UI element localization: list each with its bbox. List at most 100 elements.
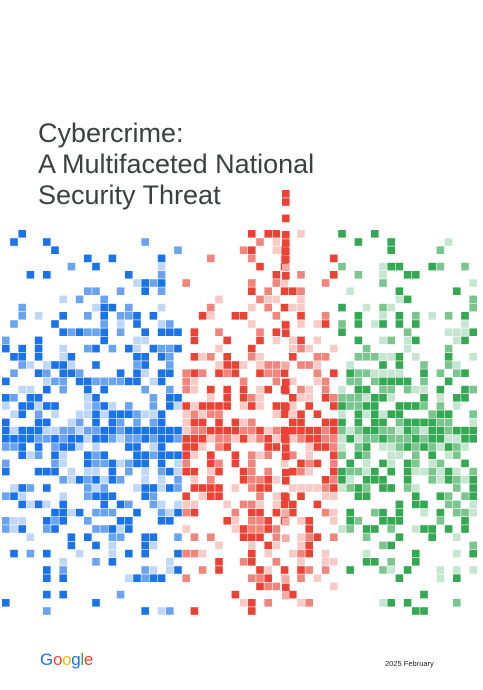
- pixel-cell: [346, 566, 354, 574]
- pixel-cell: [141, 361, 149, 369]
- pixel-cell: [108, 541, 117, 550]
- pixel-cell: [412, 320, 420, 328]
- pixel-cell: [157, 467, 166, 476]
- pixel-cell: [174, 328, 182, 336]
- pixel-cell: [289, 394, 297, 402]
- pixel-cell: [444, 426, 453, 435]
- pixel-cell: [346, 517, 354, 525]
- pixel-cell: [280, 279, 289, 287]
- pixel-cell: [10, 410, 18, 418]
- pixel-cell: [248, 476, 256, 484]
- pixel-cell: [239, 599, 248, 607]
- pixel-cell: [100, 328, 108, 336]
- pixel-cell: [231, 508, 240, 517]
- pixel-cell: [100, 492, 108, 500]
- pixel-cell: [371, 558, 379, 566]
- pixel-cell: [18, 385, 26, 394]
- pixel-cell: [182, 410, 190, 418]
- pixel-cell: [26, 394, 35, 402]
- pixel-cell: [239, 418, 248, 427]
- pixel-cell: [174, 533, 182, 541]
- pixel-cell: [190, 328, 199, 336]
- pixel-cell: [297, 394, 305, 402]
- pixel-cell: [207, 254, 215, 263]
- pixel-cell: [59, 590, 67, 599]
- pixel-cell: [157, 320, 166, 328]
- pixel-cell: [395, 320, 404, 328]
- pixel-cell: [330, 402, 338, 410]
- pixel-cell: [92, 541, 100, 550]
- pixel-cell: [444, 238, 453, 246]
- pixel-cell: [248, 574, 256, 582]
- pixel-cell: [436, 394, 445, 402]
- pixel-cell: [272, 336, 281, 345]
- pixel-cell: [231, 517, 240, 525]
- pixel-cell: [420, 500, 428, 509]
- pixel-cell: [282, 583, 290, 592]
- pixel-cell: [428, 312, 436, 320]
- pixel-cell: [215, 484, 223, 492]
- pixel-cell: [100, 402, 108, 410]
- pixel-cell: [313, 500, 322, 509]
- pixel-cell: [92, 484, 100, 492]
- pixel-cell: [141, 467, 149, 476]
- pixel-cell: [92, 558, 100, 566]
- pixel-cell: [231, 426, 240, 435]
- pixel-cell: [166, 607, 174, 615]
- pixel-cell: [18, 410, 26, 418]
- pixel-cell: [92, 361, 100, 369]
- pixel-cell: [84, 459, 92, 468]
- pixel-cell: [330, 394, 338, 402]
- pixel-cell: [362, 558, 371, 566]
- pixel-cell: [282, 231, 290, 239]
- pixel-cell: [51, 451, 59, 459]
- pixel-cell: [436, 517, 445, 525]
- pixel-cell: [321, 279, 330, 287]
- pixel-cell: [461, 459, 469, 468]
- pixel-cell: [354, 467, 363, 476]
- pixel-cell: [67, 262, 76, 271]
- pixel-cell: [371, 467, 379, 476]
- pixel-cell: [166, 508, 174, 517]
- pixel-cell: [444, 492, 453, 500]
- pixel-cell: [282, 198, 290, 206]
- pixel-cell: [403, 459, 412, 468]
- pixel-cell: [157, 353, 166, 361]
- pixel-cell: [10, 353, 18, 361]
- pixel-cell: [469, 426, 477, 435]
- pixel-cell: [371, 418, 379, 427]
- pixel-cell: [248, 435, 256, 443]
- pixel-cell: [289, 590, 297, 599]
- pixel-cell: [239, 476, 248, 484]
- pixel-cell: [436, 385, 445, 394]
- pixel-cell: [18, 344, 26, 353]
- pixel-cell: [469, 508, 477, 517]
- pixel-cell: [387, 525, 395, 533]
- pixel-cell: [362, 525, 371, 533]
- pixel-cell: [157, 418, 166, 427]
- pixel-cell: [133, 361, 141, 369]
- pixel-cell: [420, 418, 428, 427]
- pixel-cell: [297, 517, 305, 525]
- pixel-cell: [116, 533, 125, 541]
- pixel-cell: [198, 426, 207, 435]
- pixel-cell: [141, 459, 149, 468]
- pixel-cell: [141, 484, 149, 492]
- pixel-cell: [43, 500, 51, 509]
- pixel-cell: [26, 271, 35, 279]
- pixel-cell: [461, 492, 469, 500]
- pixel-cell: [305, 451, 313, 459]
- pixel-cell: [428, 262, 436, 271]
- pixel-cell: [453, 467, 461, 476]
- pixel-cell: [330, 344, 338, 353]
- pixel-cell: [330, 459, 338, 468]
- pixel-cell: [289, 303, 297, 312]
- pixel-cell: [248, 353, 256, 361]
- pixel-cell: [436, 402, 445, 410]
- pixel-cell: [92, 443, 100, 451]
- pixel-cell: [461, 394, 469, 402]
- pixel-cell: [75, 549, 84, 558]
- pixel-cell: [125, 312, 133, 320]
- pixel-cell: [297, 558, 305, 566]
- pixel-cell: [149, 451, 158, 459]
